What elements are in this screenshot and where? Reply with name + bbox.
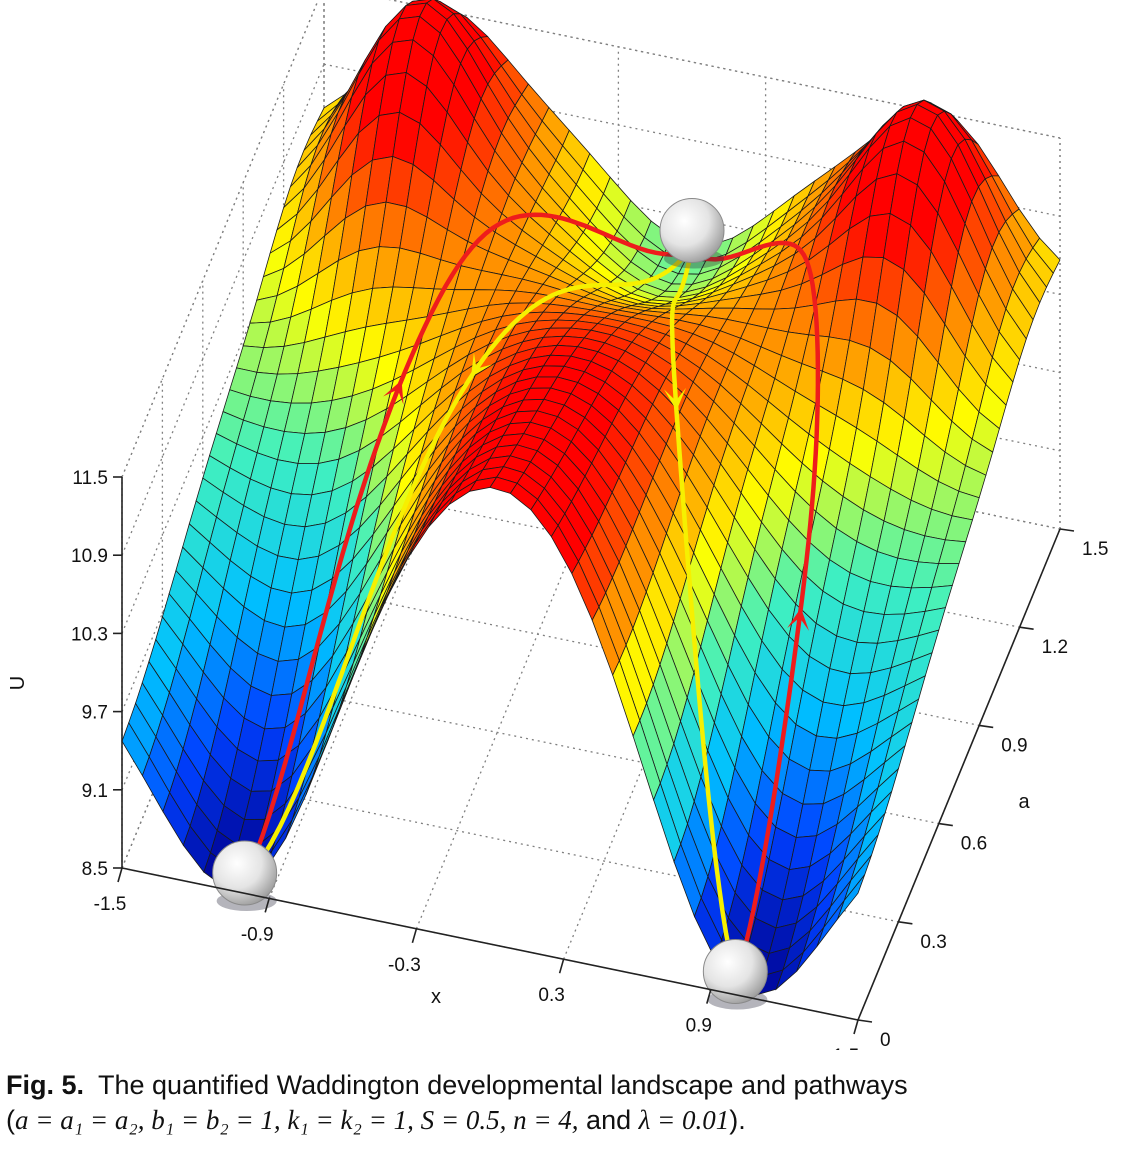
pathway-line — [245, 212, 683, 877]
grid-line-u — [121, 142, 325, 634]
pathway-arrow — [787, 607, 809, 631]
a-axis-line — [857, 528, 1061, 1021]
u-tick-label: 8.5 — [82, 859, 108, 880]
pathway-line — [669, 254, 736, 971]
caption-close: ). — [729, 1104, 746, 1135]
caption-parameters: a = a₁ = a₂, b₁ = b₂ = 1, k₁ = k₂ = 1, S… — [15, 1104, 579, 1135]
u-axis-ticks: 11.5 10.9 10.3 9.7 9.1 8.5 — [71, 468, 108, 880]
attractor-ball — [659, 197, 725, 263]
a-tick-label: 0.9 — [1001, 735, 1027, 756]
x-tick-label: -0.3 — [388, 955, 421, 976]
u-tick-label: 11.5 — [72, 468, 108, 489]
u-tick-label: 9.1 — [82, 781, 108, 802]
caption-open-paren: ( — [6, 1104, 15, 1135]
landscape-figure: 11.5 10.9 10.3 9.7 9.1 8.5 -1.5 -0.9 -0.3 0.3 0.9… — [7, 0, 1108, 1050]
x-tick — [853, 1019, 859, 1035]
caption-and: and — [578, 1104, 639, 1135]
a-tick-label: 0.6 — [961, 834, 987, 855]
a-axis-title: a — [1018, 791, 1030, 813]
a-tick-label: 1.5 — [1082, 539, 1108, 560]
grid-line-u — [121, 0, 319, 478]
x-axis-ticks: -1.5 -0.9 -0.3 0.3 0.9 1.5 — [94, 894, 860, 1050]
pathway-line — [695, 240, 821, 976]
x-tick — [117, 867, 123, 883]
x-tick-label: 0.3 — [538, 985, 564, 1006]
x-tick — [411, 928, 418, 944]
axes — [113, 476, 1075, 1035]
a-tick-label: 1.2 — [1042, 637, 1068, 658]
grid-line-u — [121, 63, 325, 556]
a-axis-ticks: 0 0.3 0.6 0.9 1.2 1.5 — [880, 539, 1108, 1050]
pathways — [245, 212, 821, 976]
x-tick — [558, 958, 565, 974]
caption-line-2: (a = a₁ = a₂, b₁ = b₂ = 1, k₁ = k₂ = 1, … — [6, 1103, 1116, 1138]
u-tick-label: 10.3 — [71, 624, 108, 645]
a-tick — [979, 724, 994, 729]
a-tick — [857, 1019, 873, 1023]
x-axis-title: x — [431, 986, 441, 1008]
surface-patch — [837, 874, 866, 920]
grid-line-x-floor — [415, 437, 620, 930]
a-tick — [1059, 528, 1075, 532]
x-axis-line — [121, 867, 859, 1021]
caption-text: The quantified Waddington developmental … — [98, 1070, 908, 1100]
pathway-line — [250, 253, 688, 875]
attractor-balls — [212, 197, 768, 1010]
caption-line-1: Fig. 5. The quantified Waddington develop… — [6, 1068, 1116, 1103]
x-tick-label: -1.5 — [94, 894, 127, 915]
u-tick-label: 9.7 — [82, 703, 108, 724]
u-tick-label: 10.9 — [71, 546, 108, 567]
a-tick — [898, 921, 913, 925]
attractor-ball — [212, 840, 278, 906]
pathway-arrow — [471, 352, 493, 377]
pathway-arrow — [383, 380, 404, 405]
a-tick — [938, 822, 953, 827]
u-axis-title: U — [7, 676, 29, 690]
caption-lambda: λ = 0.01 — [638, 1104, 730, 1135]
x-tick-label: -0.9 — [241, 924, 274, 945]
x-tick-label: 0.9 — [686, 1016, 712, 1037]
figure-caption: Fig. 5. The quantified Waddington develop… — [6, 1068, 1116, 1137]
x-tick — [706, 989, 712, 1004]
a-tick — [1019, 626, 1034, 630]
grid-line-x-floor — [268, 407, 472, 899]
x-tick-label: 1.5 — [833, 1046, 859, 1050]
pathway-arrow — [664, 387, 686, 411]
a-tick-label: 0 — [880, 1030, 891, 1050]
landscape-surface — [121, 0, 1061, 996]
x-tick — [264, 898, 270, 913]
attractor-ball — [702, 938, 768, 1004]
a-tick-label: 0.3 — [920, 932, 946, 953]
caption-figure-label: Fig. 5. — [6, 1070, 85, 1100]
